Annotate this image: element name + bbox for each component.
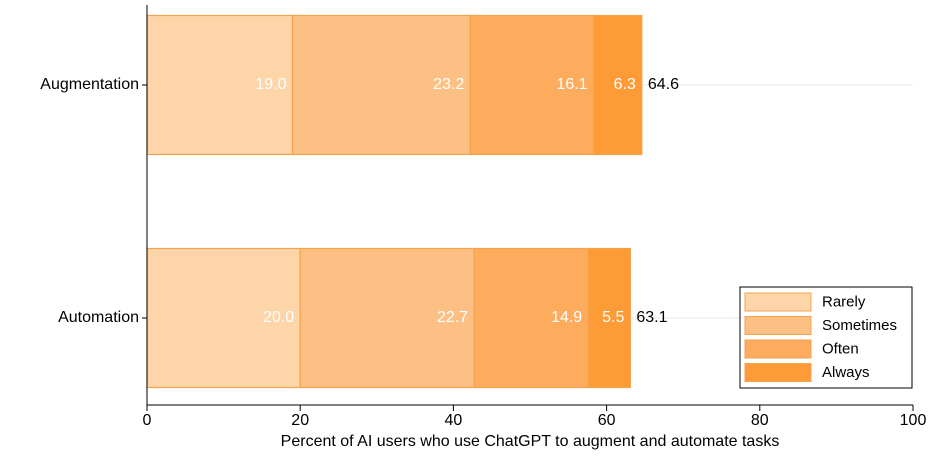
- legend-label: Always: [822, 364, 870, 381]
- legend-label: Often: [822, 340, 859, 357]
- x-tick-label: 20: [291, 412, 309, 429]
- data-label: 23.2: [433, 76, 464, 93]
- legend-label: Rarely: [822, 293, 866, 310]
- bar-segment: [473, 247, 589, 389]
- legend: Rarely Sometimes Often Always: [739, 286, 913, 389]
- legend-swatch: [744, 363, 812, 382]
- data-label: 6.3: [614, 76, 636, 93]
- data-label: 5.5: [602, 309, 624, 326]
- legend-swatch: [744, 316, 812, 335]
- x-tick-label: 100: [900, 412, 927, 429]
- x-tick-label: 60: [598, 412, 616, 429]
- data-label: 22.7: [437, 309, 468, 326]
- legend-swatch: [744, 339, 812, 359]
- data-label: 19.0: [255, 76, 286, 93]
- legend-label: Sometimes: [822, 317, 897, 334]
- total-label: 63.1: [636, 309, 667, 326]
- bar-segment: [291, 14, 471, 156]
- y-tick-label: Automation: [58, 309, 139, 326]
- bar-segment: [469, 14, 595, 156]
- total-label: 64.6: [648, 76, 679, 93]
- data-label: 14.9: [551, 309, 582, 326]
- x-tick-label: 40: [445, 412, 463, 429]
- bar-segment: [592, 14, 643, 156]
- data-label: 20.0: [263, 309, 294, 326]
- bar-segment: [146, 247, 301, 389]
- legend-swatch: [744, 292, 812, 312]
- bar-segment: [299, 247, 475, 389]
- x-tick-label: 0: [143, 412, 152, 429]
- x-tick-label: 80: [751, 412, 769, 429]
- bar-segment: [587, 247, 631, 389]
- data-label: 16.1: [556, 76, 587, 93]
- x-axis-label: Percent of AI users who use ChatGPT to a…: [281, 433, 780, 450]
- y-tick-label: Augmentation: [40, 76, 139, 93]
